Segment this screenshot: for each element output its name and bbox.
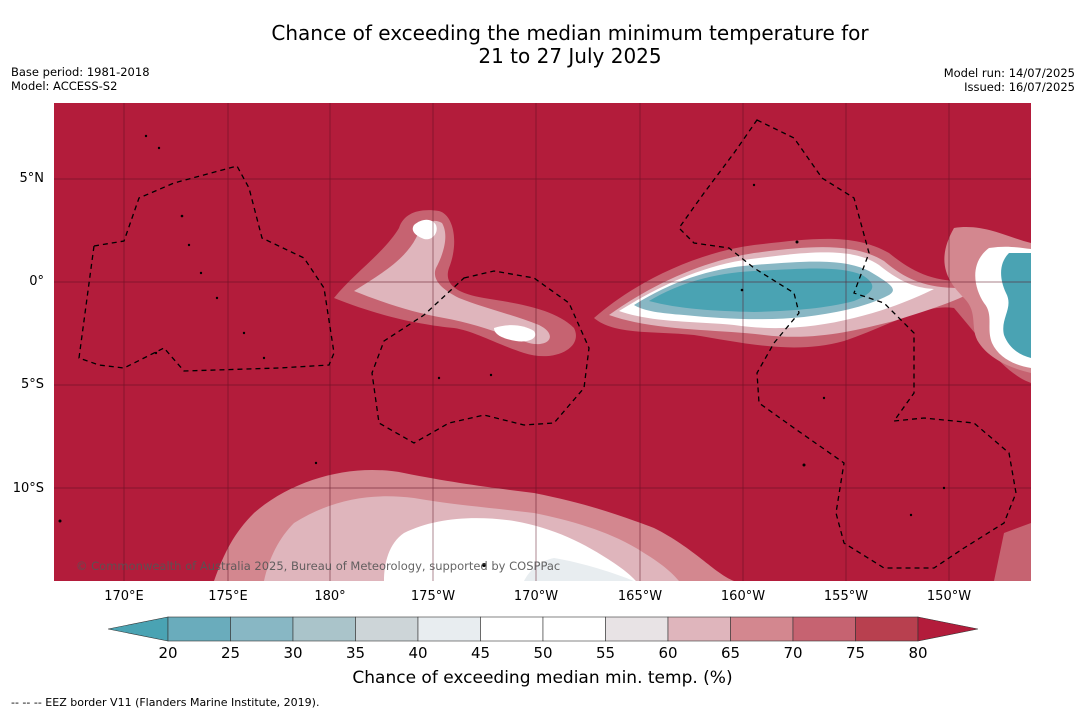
colorbar-cell [730,616,794,642]
lon-label-170w: 170°W [513,589,559,604]
title-line-2: 21 to 27 July 2025 [478,44,662,68]
colorbar-cell [792,616,856,642]
lon-label-155w: 155°W [823,589,869,604]
map-canvas [54,103,1031,581]
anomaly-west-equator [334,210,576,357]
colorbar-tick-label: 80 [908,644,928,662]
colorbar-cell [292,616,356,642]
lon-label-150w: 150°W [926,589,972,604]
colorbar-tick-label: 45 [470,644,491,662]
model-name: Model: ACCESS-S2 [11,79,118,93]
colorbar-tick-label: 30 [283,644,303,662]
colorbar-cell [167,616,231,642]
equatorial-anomaly-central [594,238,1031,383]
eez-borders [78,119,1017,569]
colorbar-tick-label: 20 [158,644,178,662]
eez-phoenix [371,270,590,444]
map-title: Chance of exceeding the median minimum t… [0,22,1085,68]
colorbar-tick-label: 55 [595,644,616,662]
colorbar-cell [355,616,419,642]
colorbar-tick-label: 25 [220,644,241,662]
meta-right: Model run: 14/07/2025 Issued: 16/07/2025 [944,66,1075,94]
colorbar-cell [417,616,481,642]
forecast-map [54,103,1031,581]
colorbar-cell [605,616,669,642]
lon-label-180: 180° [314,589,346,604]
colorbar-cell [230,616,294,642]
colorbar-label: Chance of exceeding median min. temp. (%… [352,668,733,688]
base-period: Base period: 1981-2018 [11,65,150,79]
colorbar-cells [167,616,919,642]
grid-lines [54,103,1031,581]
copyright-notice: © Commonwealth of Australia 2025, Bureau… [76,559,561,573]
colorbar-tick-label: 65 [720,644,741,662]
lon-label-175e: 175°E [208,589,248,604]
anomaly-south [214,469,1031,581]
colorbar-cell [480,616,544,642]
colorbar-cell [855,616,919,642]
lat-label-0: 0° [29,274,44,289]
island-markers [58,134,946,567]
lat-label-10s: 10°S [12,481,44,496]
meta-left: Base period: 1981-2018 Model: ACCESS-S2 [11,65,150,93]
issued-date: Issued: 16/07/2025 [964,80,1075,94]
eez-footnote: -- -- -- EEZ border V11 (Flanders Marine… [11,696,320,709]
colorbar-tick-label: 35 [345,644,366,662]
colorbar-tick-label: 50 [533,644,553,662]
colorbar-arrow-high [917,616,978,642]
lon-label-175w: 175°W [410,589,456,604]
lat-label-5n: 5°N [19,171,45,186]
colorbar-arrow-low [108,616,169,642]
colorbar-cell [667,616,731,642]
colorbar-tick-label: 70 [783,644,803,662]
eez-kiribati-gilbert [78,165,335,372]
equatorial-anomaly-east [944,226,1031,373]
lon-label-160w: 160°W [720,589,766,604]
colorbar-tick-label: 60 [658,644,678,662]
title-line-1: Chance of exceeding the median minimum t… [271,21,869,45]
lon-label-165w: 165°W [617,589,663,604]
lat-label-5s: 5°S [20,377,44,392]
lon-label-170e: 170°E [104,589,144,604]
model-run-date: Model run: 14/07/2025 [943,66,1075,80]
colorbar-cell [542,616,606,642]
eez-line-islands [678,119,1017,569]
colorbar [108,616,978,642]
colorbar-tick-label: 75 [845,644,866,662]
colorbar-tick-label: 40 [408,644,428,662]
